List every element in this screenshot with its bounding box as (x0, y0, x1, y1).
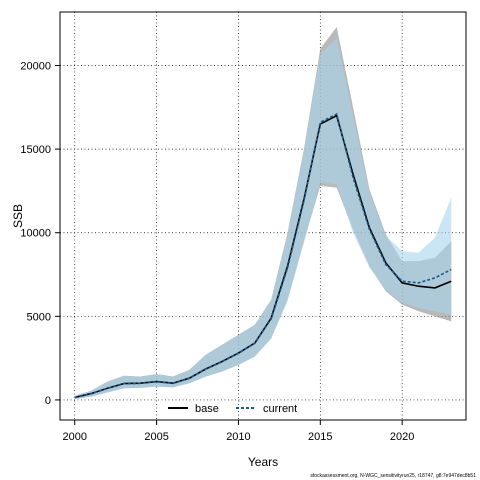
series-lines (74, 112, 452, 399)
legend-label-base: base (195, 403, 219, 415)
band-current (74, 38, 452, 400)
x-tick-label: 2005 (144, 431, 168, 443)
y-tick-label: 0 (45, 395, 51, 407)
y-tick-label: 10000 (20, 228, 51, 240)
y-axis-ticks: 0 5000 10000 15000 20000 (20, 61, 60, 407)
line-current (74, 112, 452, 399)
x-tick-label: 2020 (390, 431, 414, 443)
x-axis-label: Years (248, 455, 278, 469)
y-tick-label: 5000 (27, 311, 51, 323)
x-axis-ticks: 2000 2005 2010 2015 2020 (62, 420, 414, 443)
legend: base current (168, 403, 297, 415)
plot-frame (59, 11, 467, 421)
x-tick-label: 2010 (226, 431, 250, 443)
x-tick-label: 2015 (308, 431, 332, 443)
y-tick-label: 20000 (20, 61, 51, 73)
source-caption: stockassessment.org, N-WGC_sensitivityru… (310, 473, 476, 479)
x-tick-label: 2000 (62, 431, 86, 443)
confidence-bands (74, 27, 452, 400)
legend-label-current: current (263, 403, 297, 415)
y-axis-label: SSB (11, 204, 25, 228)
grid-lines (60, 12, 466, 420)
y-tick-label: 15000 (20, 144, 51, 156)
